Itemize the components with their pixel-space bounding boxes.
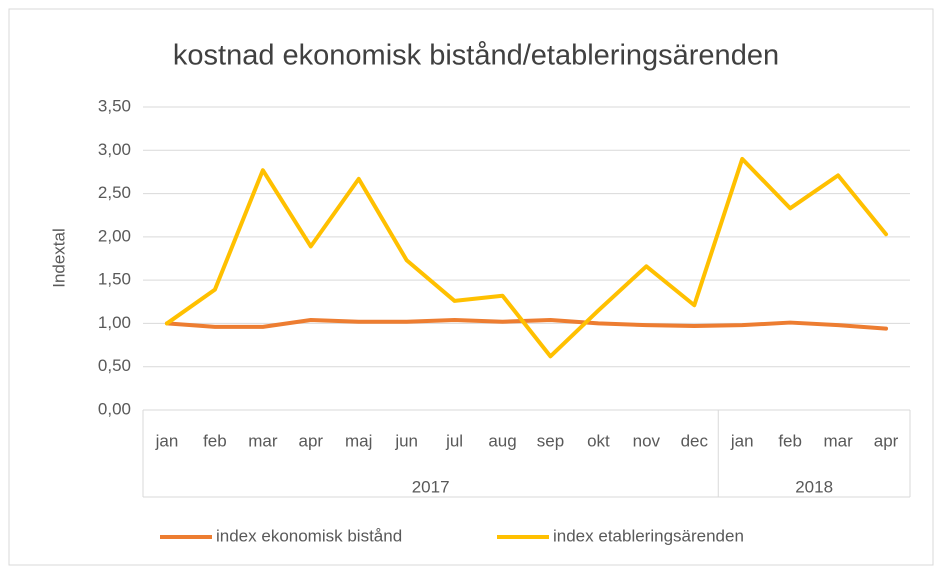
y-axis-title: Indextal: [49, 228, 68, 288]
series-line: [164, 156, 889, 359]
legend-label: index etableringsärenden: [553, 526, 744, 545]
x-tick-label: jun: [394, 431, 418, 450]
x-tick-label: jul: [445, 431, 463, 450]
x-tick-label: feb: [203, 431, 227, 450]
y-tick-label: 3,00: [98, 140, 131, 159]
y-tick-label: 1,00: [98, 313, 131, 332]
y-tick-label: 1,50: [98, 270, 131, 289]
x-tick-label: feb: [778, 431, 802, 450]
y-tick-label: 0,00: [98, 399, 131, 418]
x-tick-label: jan: [730, 431, 754, 450]
x-tick-label: apr: [298, 431, 323, 450]
chart-frame: [8, 8, 934, 566]
x-tick-label: maj: [345, 431, 372, 450]
legend-label: index ekonomisk bistånd: [216, 526, 402, 545]
x-tick-label: apr: [874, 431, 899, 450]
x-tick-label: jan: [155, 431, 179, 450]
x-tick-label: mar: [823, 431, 853, 450]
series-line: [164, 317, 889, 331]
group-label: 2018: [795, 477, 833, 496]
x-tick-label: mar: [248, 431, 278, 450]
x-tick-label: dec: [681, 431, 709, 450]
x-tick-label: sep: [537, 431, 564, 450]
y-tick-label: 2,00: [98, 226, 131, 245]
y-tick-label: 2,50: [98, 183, 131, 202]
x-tick-label: aug: [488, 431, 516, 450]
chart-title: kostnad ekonomisk bistånd/etableringsäre…: [173, 40, 779, 72]
x-tick-label: nov: [633, 431, 661, 450]
group-label: 2017: [412, 477, 450, 496]
y-tick-label: 0,50: [98, 356, 131, 375]
x-tick-label: okt: [587, 431, 610, 450]
y-tick-label: 3,50: [98, 96, 131, 115]
